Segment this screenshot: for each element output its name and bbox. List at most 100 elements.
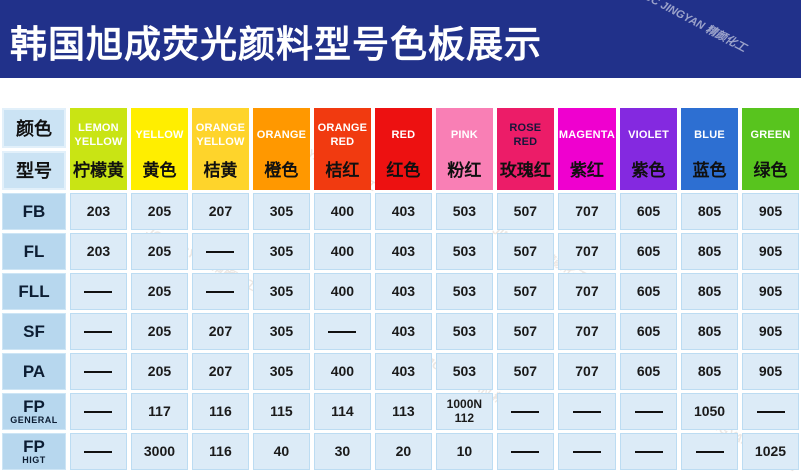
table-cell: 805 xyxy=(681,313,739,350)
row-label-fl: FL xyxy=(2,233,66,270)
empty-dash xyxy=(84,290,113,293)
empty-dash xyxy=(511,410,540,413)
table-corner: 颜色 型号 xyxy=(2,108,66,190)
table-cell: 400 xyxy=(313,273,371,310)
row-label-text: FL xyxy=(23,241,45,261)
table-cell: 503 xyxy=(435,353,493,390)
column-header-en: VIOLET xyxy=(628,128,669,141)
table-cell xyxy=(313,313,371,350)
table-cell: 1025 xyxy=(742,433,799,470)
table-cell xyxy=(496,393,554,430)
table-cell: 305 xyxy=(252,273,310,310)
table-cell: 707 xyxy=(557,233,617,270)
row-label-fb: FB xyxy=(2,193,66,230)
table-cell: 905 xyxy=(742,233,799,270)
table-cell: 707 xyxy=(557,273,617,310)
column-header-en: YELLOW xyxy=(135,128,184,141)
column-header-yellow: YELLOW 黄色 xyxy=(130,108,188,190)
empty-dash xyxy=(572,410,601,413)
table-cell: 205 xyxy=(130,193,188,230)
table-cell: 503 xyxy=(435,273,493,310)
column-header-zh: 红色 xyxy=(386,161,421,180)
column-header-orange-red: ORANGE RED 桔红 xyxy=(313,108,371,190)
table-cell: 205 xyxy=(130,273,188,310)
table-cell: 400 xyxy=(313,193,371,230)
column-header-red: RED 红色 xyxy=(374,108,432,190)
table-cell: 305 xyxy=(252,233,310,270)
row-sublabel-text: HIGT xyxy=(22,455,46,466)
empty-dash xyxy=(84,370,113,373)
row-label-text: FP xyxy=(23,436,45,456)
table-cell: 905 xyxy=(742,313,799,350)
table-cell: 805 xyxy=(681,273,739,310)
table-cell: 403 xyxy=(374,273,432,310)
table-cell xyxy=(70,353,127,390)
row-label-text: FP xyxy=(23,396,45,416)
table-cell xyxy=(620,393,678,430)
table-cell: 605 xyxy=(620,193,678,230)
table-cell: 400 xyxy=(313,353,371,390)
table-cell: 207 xyxy=(191,313,249,350)
table-cell xyxy=(496,433,554,470)
empty-dash xyxy=(328,330,357,333)
column-header-zh: 桔黄 xyxy=(203,161,238,180)
table-cell xyxy=(742,393,799,430)
table-cell: 905 xyxy=(742,193,799,230)
column-header-en: ROSE RED xyxy=(509,122,542,148)
table-cell: 3000 xyxy=(130,433,188,470)
column-header-zh: 黄色 xyxy=(142,161,177,180)
table-cell: 707 xyxy=(557,313,617,350)
column-header-en: LEMON YELLOW xyxy=(74,122,123,148)
table-cell: 116 xyxy=(191,393,249,430)
table-cell: 507 xyxy=(496,193,554,230)
table-cell: 205 xyxy=(130,353,188,390)
table-cell: 203 xyxy=(70,233,127,270)
table-cell: 117 xyxy=(130,393,188,430)
table-cell xyxy=(681,433,739,470)
table-cell: 30 xyxy=(313,433,371,470)
table-cell: 503 xyxy=(435,233,493,270)
table-cell: 116 xyxy=(191,433,249,470)
table-cell: 10 xyxy=(435,433,493,470)
table-cell xyxy=(191,233,249,270)
table-cell: 507 xyxy=(496,313,554,350)
table-cell xyxy=(557,393,617,430)
empty-dash xyxy=(206,250,235,253)
app-banner: 韩国旭成荧光颜料型号色板展示 JC JINGYAN 精颜化工 xyxy=(0,0,801,78)
corner-model-label: 型号 xyxy=(2,150,66,190)
empty-dash xyxy=(634,450,663,453)
corner-color-label: 颜色 xyxy=(2,108,66,148)
column-header-violet: VIOLET 紫色 xyxy=(620,108,678,190)
column-header-en: ORANGE YELLOW xyxy=(195,122,246,148)
table-cell: 905 xyxy=(742,273,799,310)
table-cell: 707 xyxy=(557,193,617,230)
table-cell: 207 xyxy=(191,353,249,390)
table-cell: 115 xyxy=(252,393,310,430)
row-label-text: SF xyxy=(23,321,45,341)
table-cell: 205 xyxy=(130,233,188,270)
table-cell: 503 xyxy=(435,193,493,230)
table-cell: 905 xyxy=(742,353,799,390)
row-label-pa: PA xyxy=(2,353,66,390)
column-header-rose-red: ROSE RED 玫瑰红 xyxy=(496,108,554,190)
table-cell xyxy=(70,393,127,430)
empty-dash xyxy=(84,330,113,333)
column-header-orange-yellow: ORANGE YELLOW 桔黄 xyxy=(191,108,249,190)
column-header-orange: ORANGE 橙色 xyxy=(252,108,310,190)
table-cell: 20 xyxy=(374,433,432,470)
pigment-table: 颜色 型号 LEMON YELLOW 柠檬黄 YELLOW 黄色 ORANGE YELL… xyxy=(2,108,799,470)
page-title: 韩国旭成荧光颜料型号色板展示 xyxy=(10,24,542,65)
table-cell: 605 xyxy=(620,233,678,270)
empty-dash xyxy=(756,410,785,413)
table-cell: 507 xyxy=(496,353,554,390)
column-header-zh: 柠檬黄 xyxy=(72,161,124,180)
column-header-en: RED xyxy=(391,128,416,141)
table-cell: 805 xyxy=(681,233,739,270)
table-cell: 305 xyxy=(252,353,310,390)
table-cell: 203 xyxy=(70,193,127,230)
column-header-zh: 紫色 xyxy=(631,161,666,180)
table-cell: 40 xyxy=(252,433,310,470)
table-cell xyxy=(557,433,617,470)
empty-dash xyxy=(572,450,601,453)
table-cell: 1050 xyxy=(681,393,739,430)
